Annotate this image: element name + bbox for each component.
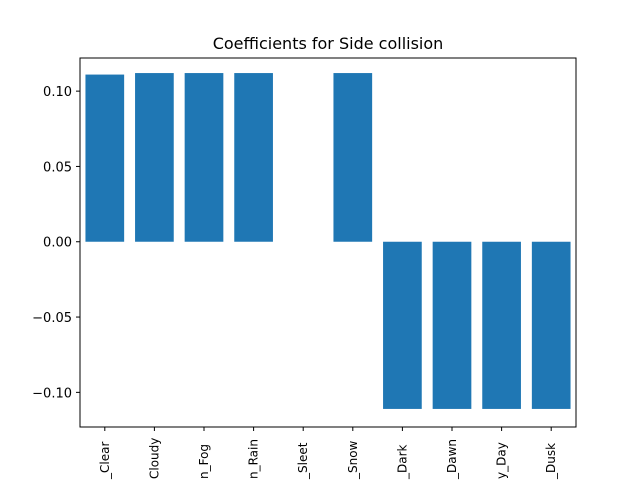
chart-title: Coefficients for Side collision	[213, 34, 444, 53]
bar-y-day	[482, 241, 521, 409]
bar-n-fog	[184, 73, 224, 242]
bar-clear	[85, 74, 125, 242]
y-tick-label: 0.00	[43, 236, 72, 251]
x-tick-label: _Dawn	[445, 439, 459, 480]
x-tick-label: _Sleet	[296, 442, 310, 480]
plot-frame	[79, 57, 577, 428]
x-tick-label: Cloudy	[147, 438, 161, 479]
x-tick-label: _Clear	[98, 442, 112, 480]
bar-n-rain	[234, 73, 273, 242]
x-tick-label: n_Fog	[197, 444, 211, 479]
y-tick-label: −0.10	[32, 386, 72, 401]
plot-area: 0.10 0.05 0.00 −0.05 −0.10 _Clear Cloudy n_Fog n…	[32, 57, 577, 480]
x-tick-label: _Dark	[395, 444, 409, 480]
x-tick-label: _Dusk	[544, 443, 558, 480]
y-tick-label: 0.10	[43, 85, 72, 100]
y-tick-label: −0.05	[32, 311, 72, 326]
bar-dark	[383, 241, 422, 409]
bar-snow	[333, 73, 373, 242]
x-tick-label: n_Rain	[247, 439, 261, 479]
bar-dusk	[531, 241, 571, 409]
y-tick-label: 0.05	[43, 160, 72, 175]
bar-dawn	[432, 241, 472, 409]
x-tick-label: _Snow	[346, 440, 360, 480]
bar-cloudy	[135, 73, 174, 242]
x-tick-label: y_Day	[495, 442, 509, 479]
